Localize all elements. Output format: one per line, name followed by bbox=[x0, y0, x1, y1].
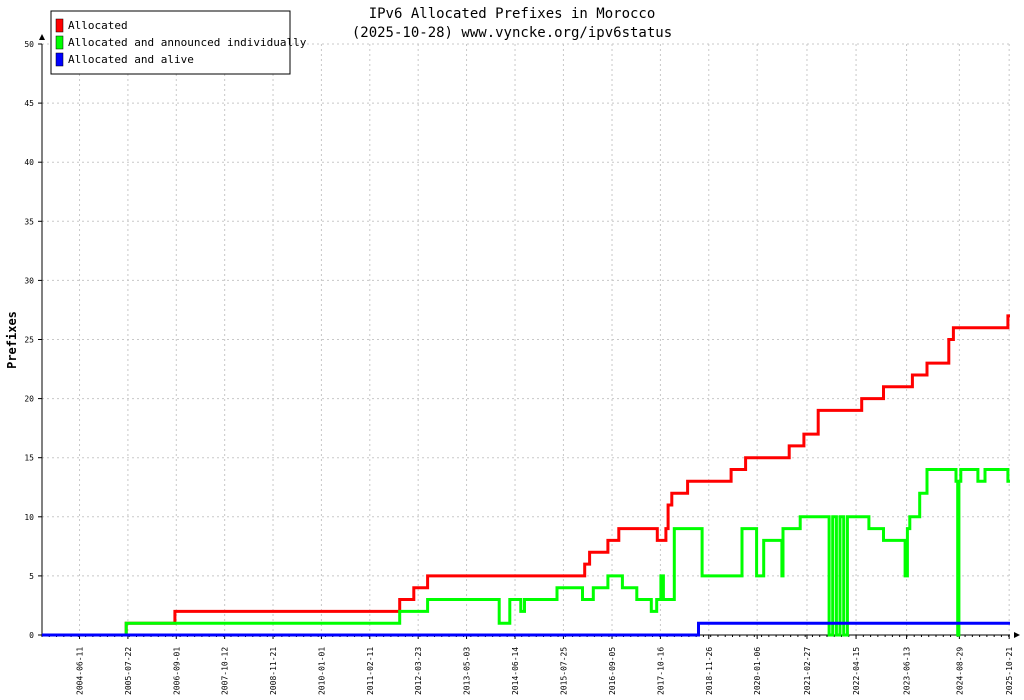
x-axis-arrow bbox=[1014, 632, 1020, 638]
chart-subtitle: (2025-10-28) www.vyncke.org/ipv6status bbox=[352, 25, 672, 41]
y-tick-label: 30 bbox=[24, 276, 34, 285]
y-tick-label: 20 bbox=[24, 395, 34, 404]
series-line-2 bbox=[42, 468, 1010, 637]
legend-label: Allocated and announced individually bbox=[68, 36, 307, 49]
y-axis-label: Prefixes bbox=[5, 311, 19, 369]
x-tick-label: 2014-06-14 bbox=[511, 647, 520, 695]
y-tick-label: 10 bbox=[24, 513, 34, 522]
legend-swatch bbox=[55, 18, 64, 33]
x-tick-label: 2024-08-29 bbox=[955, 647, 964, 695]
x-tick-label: 2018-11-26 bbox=[705, 647, 714, 695]
x-tick-label: 2010-01-01 bbox=[317, 647, 326, 695]
x-tick-label: 2016-09-05 bbox=[608, 647, 617, 695]
legend: Allocated Allocated and announced individ… bbox=[50, 10, 307, 75]
x-tick-label: 2011-02-11 bbox=[366, 647, 375, 695]
legend-label: Allocated and alive bbox=[68, 53, 194, 66]
legend-swatch bbox=[55, 35, 64, 50]
x-tick-label: 2013-05-03 bbox=[463, 647, 472, 695]
chart-title: IPv6 Allocated Prefixes in Morocco bbox=[369, 6, 656, 22]
series-line-3 bbox=[42, 621, 1010, 637]
legend-box bbox=[50, 10, 291, 75]
x-tick-label: 2015-07-25 bbox=[559, 647, 568, 695]
x-tick-label: 2021-02-27 bbox=[803, 647, 812, 695]
grid bbox=[42, 43, 1010, 636]
series-line-1 bbox=[42, 314, 1010, 637]
x-tick-label: 2012-03-23 bbox=[414, 647, 423, 695]
legend-swatch bbox=[55, 52, 64, 67]
x-tick-label: 2023-06-13 bbox=[903, 647, 912, 695]
y-tick-label: 35 bbox=[24, 217, 34, 226]
y-tick-label: 15 bbox=[24, 454, 34, 463]
x-tick-label: 2005-07-22 bbox=[124, 647, 133, 695]
x-tick-label: 2020-01-06 bbox=[753, 647, 762, 695]
x-tick-label: 2007-10-12 bbox=[221, 647, 230, 695]
x-tick-label: 2004-06-11 bbox=[76, 647, 85, 695]
x-tick-label: 2008-11-21 bbox=[269, 647, 278, 695]
y-axis-arrow bbox=[39, 34, 45, 40]
x-tick-label: 2006-09-01 bbox=[172, 647, 181, 695]
y-tick-label: 50 bbox=[24, 40, 34, 49]
x-tick-label: 2017-10-16 bbox=[656, 647, 665, 695]
y-tick-label: 45 bbox=[24, 99, 34, 108]
y-tick-label: 0 bbox=[29, 631, 34, 640]
legend-label: Allocated bbox=[68, 19, 128, 32]
x-tick-label: 2022-04-15 bbox=[852, 647, 861, 695]
y-tick-label: 25 bbox=[24, 336, 34, 345]
x-tick-label: 2025-10-21 bbox=[1005, 647, 1014, 695]
y-tick-label: 40 bbox=[24, 158, 34, 167]
series bbox=[42, 314, 1010, 637]
y-tick-label: 5 bbox=[29, 572, 34, 581]
